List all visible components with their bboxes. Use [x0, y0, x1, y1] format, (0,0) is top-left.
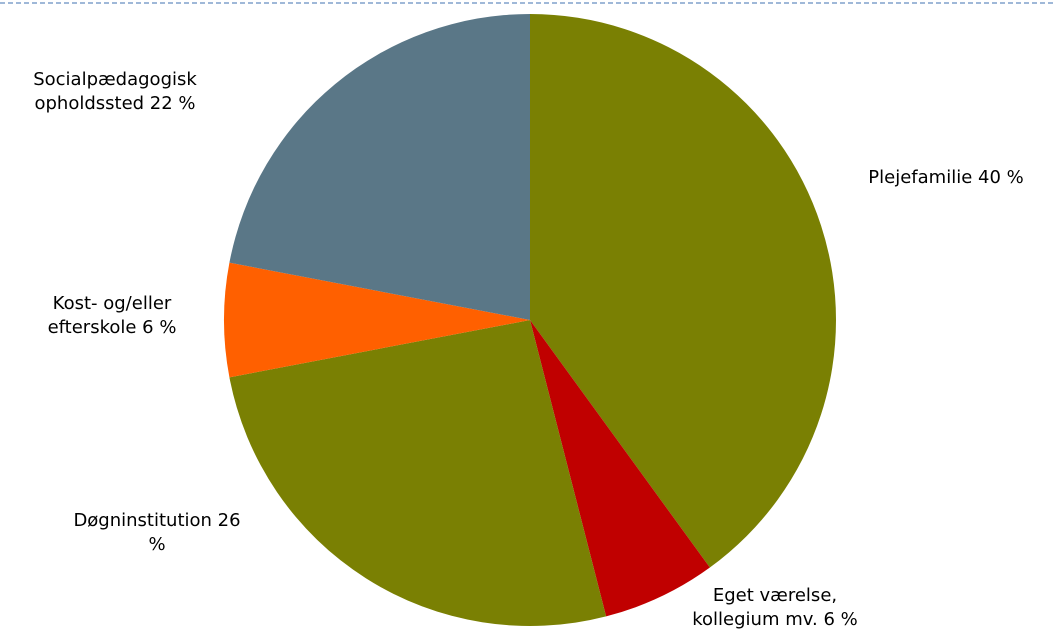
slice-label: Kost- og/eller efterskole 6 % [48, 293, 177, 338]
slice-label-line: % [148, 534, 165, 555]
slice-label: Døgninstitution 26% [73, 510, 240, 555]
slice-label-line: Socialpædagogisk [33, 69, 197, 90]
slice-label-line: opholdssted 22 % [34, 93, 195, 114]
slice-label-line: Døgninstitution 26 [73, 510, 240, 531]
pie-slice [229, 320, 607, 626]
slice-label-line: efterskole 6 % [48, 317, 177, 338]
pie-slice [530, 14, 837, 568]
slice-label-line: Kost- og/eller [53, 293, 172, 314]
slice-label-line: Eget værelse, [713, 585, 837, 606]
pie-slice [224, 262, 530, 378]
slice-label: Socialpædagogisk opholdssted 22 % [33, 69, 197, 114]
pie-slice [229, 14, 530, 320]
slice-label-line: kollegium mv. 6 % [692, 609, 857, 630]
slice-label: Eget værelse, kollegium mv. 6 % [692, 585, 857, 630]
pie-slice [530, 320, 710, 617]
slice-label: Plejefamilie 40 % [868, 167, 1023, 188]
slice-label-line: Plejefamilie 40 % [868, 167, 1023, 188]
